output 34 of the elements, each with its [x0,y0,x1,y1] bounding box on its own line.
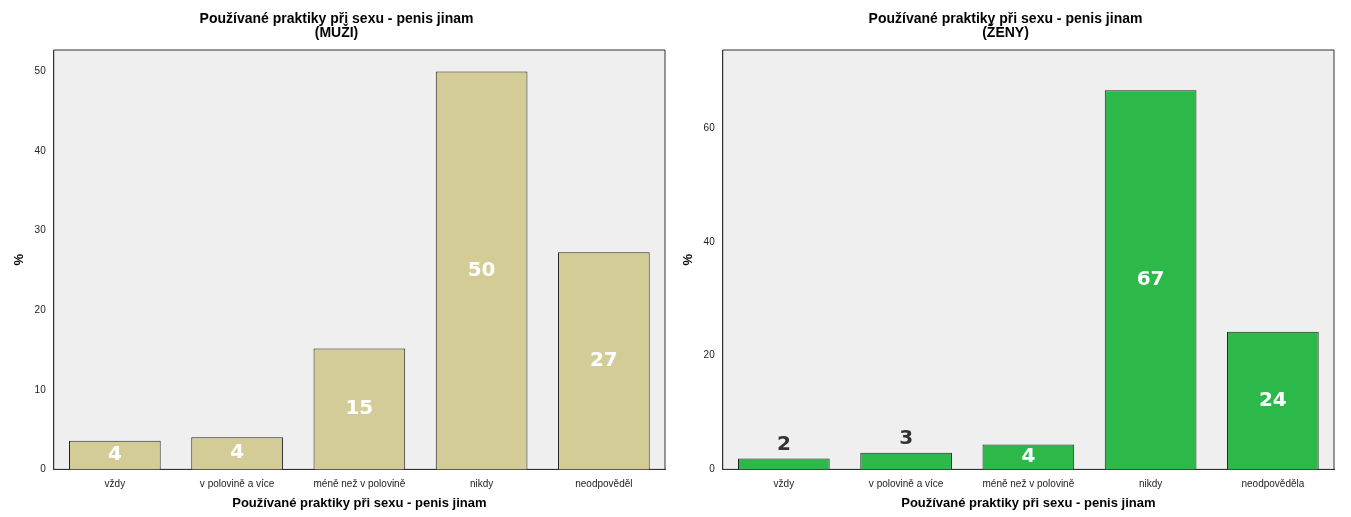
y-axis-title: % [11,253,27,266]
x-axis-title: Používané praktiky při sexu - penis jinam [232,494,487,510]
y-tick-label: 40 [703,235,716,247]
x-tick-label: vždy [773,478,795,490]
data-label: 24 [1258,386,1287,411]
y-axis-title: % [680,253,696,266]
data-label: 15 [345,395,374,420]
x-tick-label: neodpověděl [575,478,633,490]
y-tick-label: 20 [703,349,716,361]
y-tick-label: 50 [34,65,47,77]
x-tick-label: v polovině a více [199,478,275,490]
data-label: 4 [1021,443,1036,468]
data-label: 2 [776,430,791,455]
y-tick-label: 0 [709,463,716,475]
x-tick-label: v polovině a více [868,478,944,490]
x-tick-label: nikdy [1138,478,1163,490]
y-tick-label: 40 [34,144,47,156]
data-label: 50 [467,256,496,281]
x-tick-label: méně než v polovině [313,478,406,490]
x-tick-label: vždy [104,478,126,490]
x-tick-label: nikdy [469,478,494,490]
y-tick-label: 0 [40,463,47,475]
data-label: 67 [1136,266,1165,291]
y-tick-label: 60 [703,122,716,134]
data-label: 27 [589,346,618,371]
y-tick-label: 20 [34,303,47,315]
data-label: 4 [230,439,245,464]
y-tick-label: 30 [34,224,47,236]
data-label: 4 [107,441,122,466]
x-tick-label: méně než v polovině [982,478,1075,490]
y-tick-label: 10 [34,383,47,395]
x-tick-label: neodpověděla [1241,478,1305,490]
x-axis-title: Používané praktiky při sexu - penis jinam [901,494,1156,510]
data-label: 3 [899,424,914,449]
